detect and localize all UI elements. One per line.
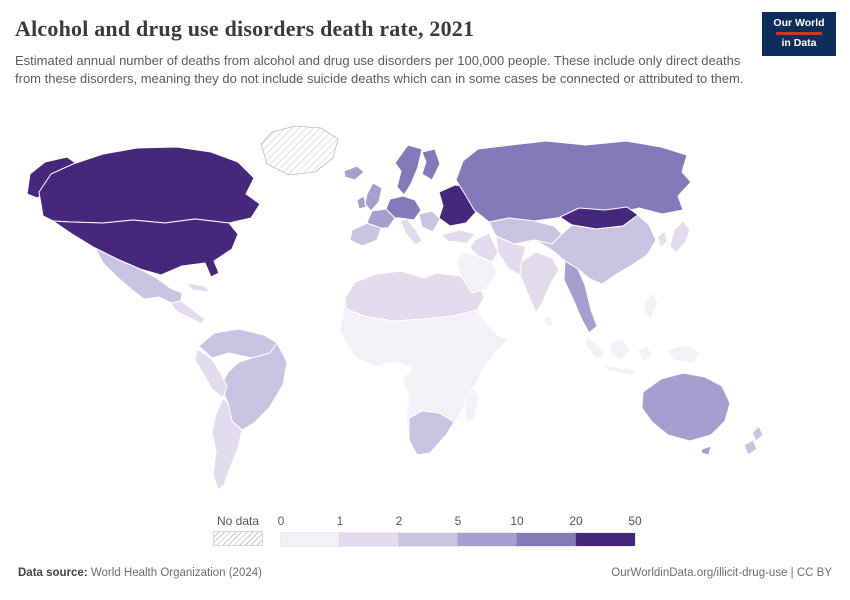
- owid-logo-line2: in Data: [781, 37, 817, 50]
- footer-credit-link[interactable]: OurWorldinData.org/illicit-drug-use | CC…: [611, 567, 832, 579]
- page-subtitle: Estimated annual number of deaths from a…: [15, 53, 744, 87]
- footer-source: Data source: World Health Organization (…: [18, 567, 262, 579]
- map-region-united-states[interactable]: [52, 218, 239, 278]
- map-region-new-zealand[interactable]: [743, 425, 764, 456]
- legend-bin-10-20[interactable]: [516, 532, 577, 547]
- map-region-indonesia[interactable]: [585, 335, 653, 376]
- map-region-madagascar[interactable]: [464, 387, 480, 424]
- legend-tick-label: 10: [510, 514, 524, 528]
- legend-no-data[interactable]: No data: [213, 514, 263, 546]
- map-region-northern-south-america[interactable]: [198, 328, 278, 359]
- map-region-central-america[interactable]: [170, 300, 206, 325]
- map-region-finland[interactable]: [421, 148, 441, 181]
- world-map-container: [15, 122, 835, 507]
- owid-logo-accent: [776, 32, 822, 36]
- legend-bin-0-1[interactable]: [280, 532, 341, 547]
- legend-bin-5-10[interactable]: [457, 532, 518, 547]
- map-legend: No data 0 1 2 5 10 20 50: [213, 514, 642, 547]
- map-region-iceland[interactable]: [343, 165, 365, 181]
- map-region-russia[interactable]: [455, 140, 692, 223]
- map-region-australia[interactable]: [641, 372, 731, 442]
- page-title: Alcohol and drug use disorders death rat…: [15, 16, 475, 41]
- legend-no-data-label: No data: [216, 514, 260, 528]
- legend-no-data-swatch[interactable]: [213, 531, 263, 546]
- legend-tick-label: 1: [336, 514, 344, 528]
- world-map: [26, 125, 764, 491]
- map-region-scandinavia[interactable]: [394, 144, 423, 196]
- legend-scale: 0 1 2 5 10 20 50: [277, 514, 642, 547]
- map-region-turkey[interactable]: [440, 229, 476, 244]
- legend-tick-label: 2: [395, 514, 403, 528]
- map-region-india[interactable]: [519, 251, 560, 314]
- map-region-italy[interactable]: [399, 218, 423, 246]
- map-region-balkans[interactable]: [418, 210, 441, 233]
- legend-tick-label: 50: [628, 514, 642, 528]
- legend-tick-label: 20: [569, 514, 583, 528]
- map-region-arabian-peninsula[interactable]: [455, 251, 497, 294]
- map-region-uk-ireland[interactable]: [356, 182, 383, 212]
- legend-tick-label: 0: [277, 514, 285, 528]
- owid-logo-line1: Our World: [773, 17, 825, 29]
- map-region-greenland[interactable]: [260, 125, 339, 176]
- map-region-southern-cone[interactable]: [211, 397, 243, 491]
- footer-source-label: Data source:: [18, 567, 88, 579]
- map-region-japan[interactable]: [669, 220, 691, 254]
- map-region-philippines[interactable]: [643, 292, 659, 319]
- footer: Data source: World Health Organization (…: [18, 567, 832, 579]
- legend-bin-1-2[interactable]: [339, 532, 400, 547]
- map-region-myanmar-thailand[interactable]: [563, 260, 598, 334]
- map-region-tasmania[interactable]: [700, 445, 712, 456]
- legend-tick-label: 5: [454, 514, 462, 528]
- map-region-southern-africa[interactable]: [408, 410, 455, 456]
- owid-logo[interactable]: Our World in Data: [762, 12, 836, 57]
- map-region-cuba[interactable]: [186, 282, 212, 293]
- legend-bin-20-50[interactable]: [575, 532, 636, 547]
- map-region-brazil[interactable]: [219, 342, 288, 431]
- map-region-sri-lanka[interactable]: [543, 315, 554, 328]
- map-region-korea[interactable]: [657, 230, 668, 248]
- map-region-canada[interactable]: [38, 146, 261, 224]
- legend-bin-2-5[interactable]: [398, 532, 459, 547]
- map-region-papua-new-guinea[interactable]: [665, 344, 700, 364]
- footer-source-text: World Health Organization (2024): [87, 567, 262, 579]
- map-region-central-europe[interactable]: [385, 195, 422, 221]
